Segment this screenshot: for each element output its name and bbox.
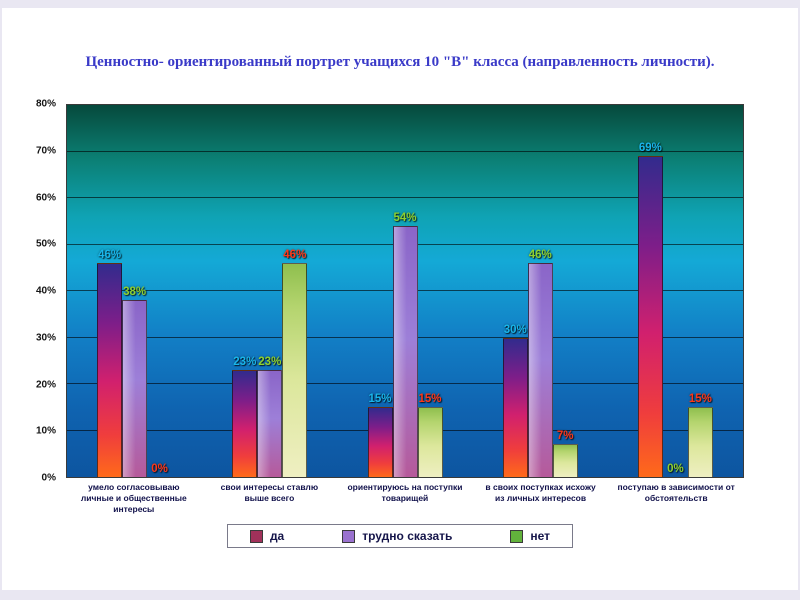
category-label: свои интересы ставлю выше всего: [220, 482, 319, 504]
bar-value-label: 23%: [258, 356, 282, 369]
y-axis: 0% 10% 20% 30% 40% 50% 60% 70% 80%: [16, 99, 62, 484]
bar-slot: 23%: [232, 105, 258, 477]
y-tick-label: 10%: [35, 425, 56, 437]
bar-groups: 46% 38% 0% 23% 23% 46% 15% 54% 15% 30% 46% 7% 69% 0% 1…: [67, 105, 743, 477]
bar-slot: 0%: [663, 105, 688, 477]
bar-value-label: 15%: [368, 393, 392, 406]
legend-row: да трудно сказать нет: [2, 524, 798, 548]
bar-value-label: 46%: [528, 249, 552, 262]
legend-item: да: [249, 529, 285, 543]
bar: [257, 370, 283, 477]
legend-label: трудно сказать: [362, 529, 453, 543]
bar-slot: 15%: [417, 105, 443, 477]
bar-slot: 54%: [392, 105, 418, 477]
gridline: [67, 197, 743, 198]
bar-slot: 15%: [367, 105, 393, 477]
bar-value-label: 69%: [638, 142, 662, 155]
y-tick-label: 30%: [35, 332, 56, 344]
legend-swatch-icon: [510, 529, 524, 543]
bar: [687, 407, 713, 477]
bar-value-label: 46%: [283, 249, 307, 262]
bar-slot: 30%: [502, 105, 528, 477]
bar: [282, 263, 308, 477]
bar: [637, 156, 663, 477]
bar-value-label: 0%: [667, 463, 684, 475]
bar-slot: 46%: [527, 105, 553, 477]
bar: [367, 407, 393, 477]
bar-value-label: 54%: [393, 211, 417, 224]
bar-slot: 0%: [147, 105, 172, 477]
category-label: ориентируюсь на поступки товарищей: [347, 482, 463, 504]
bar: [417, 407, 443, 477]
bar-group: 46% 38% 0%: [67, 105, 202, 477]
bar-value-label: 15%: [418, 393, 442, 406]
y-tick-label: 60%: [35, 192, 56, 203]
category-labels: умело согласовываю личные и общественные…: [66, 482, 744, 515]
bar-value-label: 30%: [503, 323, 527, 336]
y-tick-label: 40%: [35, 285, 56, 297]
legend-label: да: [269, 529, 285, 543]
bar-value-label: 7%: [556, 430, 574, 443]
bar-value-label: 46%: [98, 249, 122, 262]
y-tick-label: 70%: [35, 145, 56, 157]
bar-group: 69% 0% 15%: [608, 105, 743, 477]
legend-item: нет: [510, 529, 550, 543]
chart-title: Ценностно- ориентированный портрет учащи…: [85, 54, 715, 70]
category-label: умело согласовываю личные и общественные…: [80, 482, 187, 515]
bar: [97, 263, 123, 477]
bar-slot: 46%: [97, 105, 123, 477]
bar-value-label: 15%: [688, 393, 712, 406]
legend-swatch-icon: [249, 529, 263, 543]
bar: [552, 444, 578, 477]
bar-value-label: 23%: [233, 356, 257, 369]
legend: да трудно сказать нет: [226, 524, 574, 548]
slide: Ценностно- ориентированный портрет учащи…: [2, 8, 798, 590]
plot-area: 46% 38% 0% 23% 23% 46% 15% 54% 15% 30% 46% 7% 69% 0% 1…: [66, 104, 744, 478]
legend-label: нет: [530, 529, 551, 543]
y-tick-label: 20%: [35, 379, 56, 390]
bar: [232, 370, 258, 477]
bar-group: 23% 23% 46%: [202, 105, 337, 477]
bar: [502, 337, 528, 477]
bar-slot: 69%: [637, 105, 663, 477]
bar-value-label: 38%: [123, 286, 147, 299]
bar-group: 30% 46% 7%: [473, 105, 608, 477]
category-label: поступаю в зависимости от обстоятельств: [617, 482, 735, 504]
y-tick-label: 50%: [35, 238, 56, 250]
y-tick-label: 0%: [41, 472, 56, 484]
bar-slot: 7%: [552, 105, 578, 477]
bar-slot: 38%: [122, 105, 148, 477]
y-tick-label: 80%: [35, 98, 56, 110]
gridline: [67, 150, 743, 152]
category-label: в своих поступках исхожу из личных интер…: [485, 482, 596, 504]
bar: [122, 300, 148, 477]
bar-slot: 15%: [687, 105, 713, 477]
bar-slot: 23%: [257, 105, 283, 477]
legend-swatch-icon: [342, 529, 356, 543]
bar-group: 15% 54% 15%: [337, 105, 472, 477]
bar: [527, 263, 553, 477]
legend-item: трудно сказать: [342, 529, 452, 543]
bar-value-label: 0%: [151, 463, 168, 475]
bar-slot: 46%: [282, 105, 308, 477]
bar: [392, 225, 418, 477]
